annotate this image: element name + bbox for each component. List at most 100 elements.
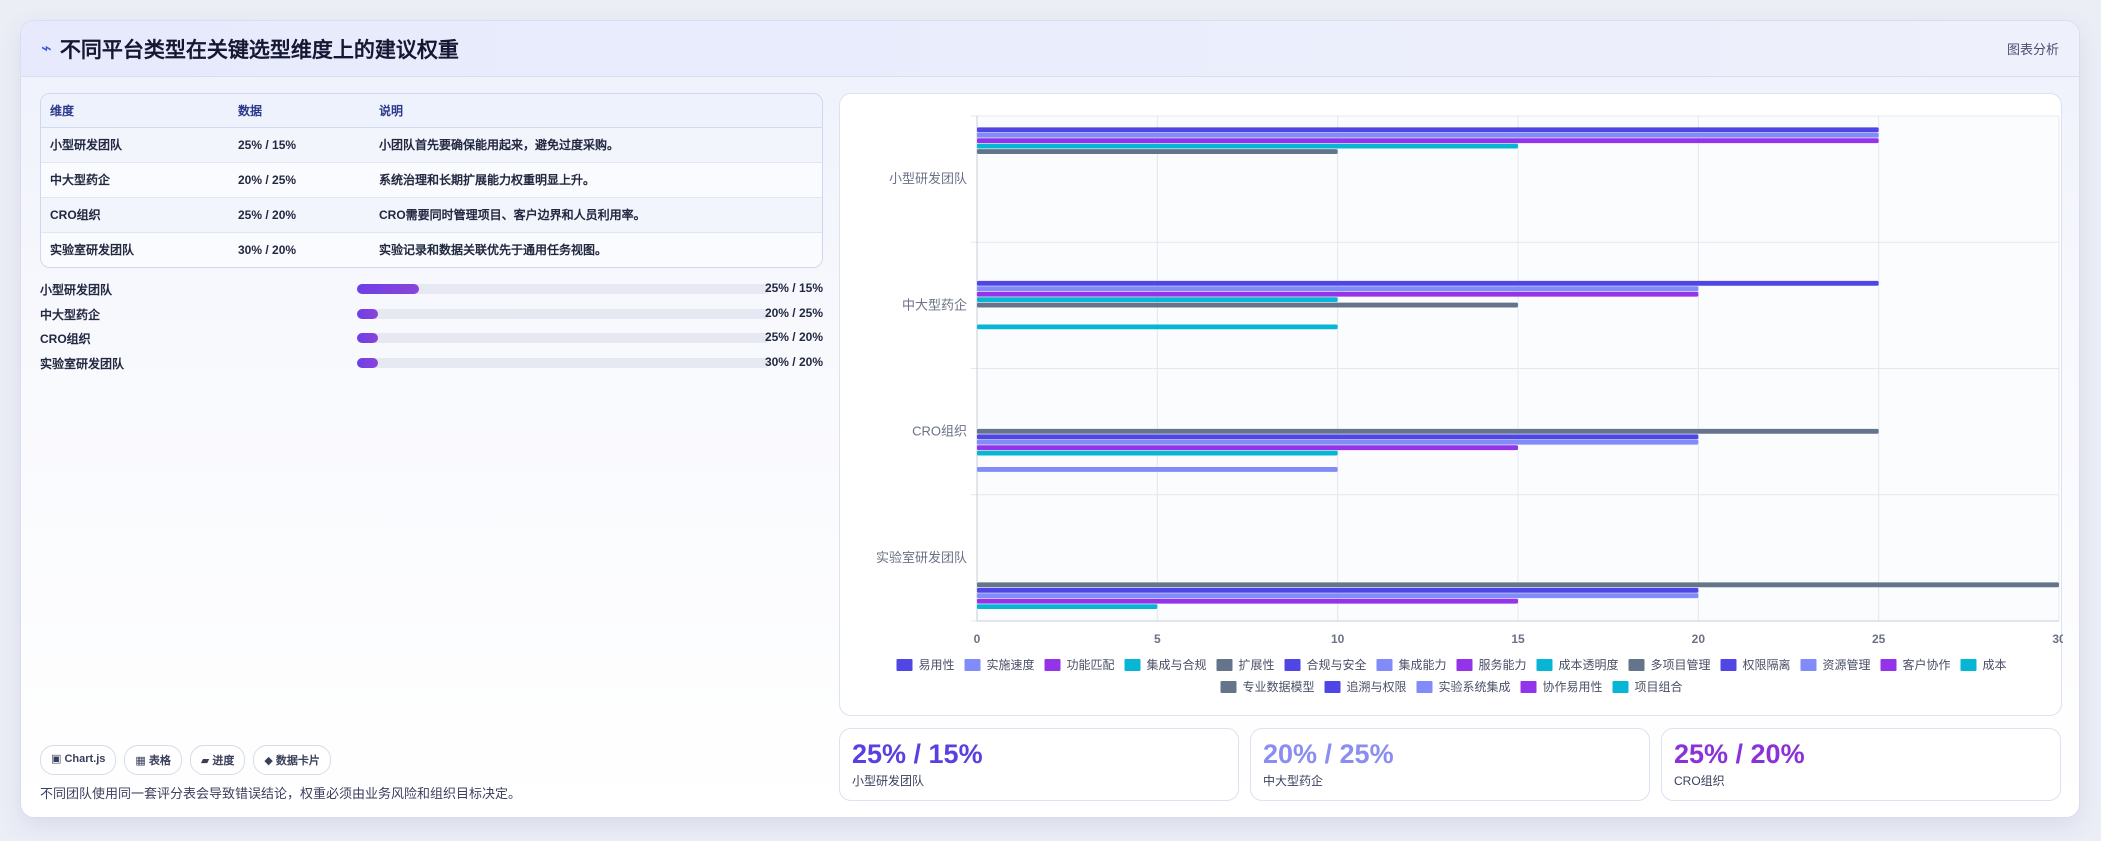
chart-analysis-link[interactable]: 图表分析 [2006,42,2059,57]
cell-name: 实验室研发团队 [41,232,229,267]
legend-label: 多项目管理 [1651,657,1711,672]
legend-label: 功能匹配 [1067,658,1115,672]
table-row: 小型研发团队 25% / 15% 小团队首先要确保能用起来，避免过度采购。 [41,127,822,163]
progress-label: 小型研发团队 [40,283,113,297]
legend-swatch [1880,659,1897,671]
progress-track [357,284,770,294]
legend-swatch [1416,681,1433,693]
stat-card: 20% / 25% 中大型药企 [1250,728,1650,801]
stat-card: 25% / 15% 小型研发团队 [839,728,1239,801]
cell-data: 25% / 15% [229,127,370,163]
progress-row: CRO组织 25% / 20% [40,328,823,353]
tag-table[interactable]: ▦ 表格 [124,745,182,775]
legend-swatch [896,659,913,671]
bar [977,297,1338,303]
cell-desc: 小团队首先要确保能用起来，避免过度采购。 [370,127,822,163]
x-tick-label: 10 [1331,632,1345,646]
progress-label: CRO组织 [40,332,91,346]
bar [977,291,1699,297]
stat-label: CRO组织 [1674,774,1725,788]
legend-label: 实验系统集成 [1439,679,1511,694]
legend-label: 权限隔离 [1743,657,1791,672]
cell-desc: CRO需要同时管理项目、客户边界和人员利用率。 [370,197,822,233]
bar [977,434,1699,440]
progress-fill [357,308,378,319]
tag-progress[interactable]: ▰ 进度 [189,745,246,775]
y-category-label: 中大型药企 [902,297,967,312]
bolt-icon: ⌁ [41,38,52,58]
bar [977,286,1699,292]
legend-label: 实施速度 [987,657,1035,672]
bar [977,467,1338,472]
legend-swatch [1628,659,1645,671]
x-tick-label: 30 [2052,632,2063,646]
progress-list: 小型研发团队 25% / 15% 中大型药企 20% / 25% CRO组织 2… [40,279,823,377]
footnote: 不同团队使用同一套评分表会导致错误结论，权重必须由业务风险和组织目标决定。 [40,786,522,801]
legend-label: 项目组合 [1635,679,1683,694]
bar [977,143,1518,149]
table-row: 实验室研发团队 30% / 20% 实验记录和数据关联优先于通用任务视图。 [41,232,822,267]
legend-swatch [964,659,981,671]
progress-track [357,308,770,319]
stat-value: 20% / 25% [1263,739,1394,769]
legend-label: 追溯与权限 [1347,679,1407,694]
bar [977,280,1879,286]
y-category-label: 实验室研发团队 [876,550,967,565]
x-tick-label: 15 [1511,632,1525,646]
legend-swatch [1612,681,1629,693]
cell-desc: 系统治理和长期扩展能力权重明显上升。 [370,162,822,198]
bar [977,127,1879,133]
legend-label: 成本透明度 [1559,657,1619,672]
stat-card: 25% / 20% CRO组织 [1661,728,2061,801]
tag-chartjs[interactable]: ▣ Chart.js [40,745,117,775]
legend-label: 集成与合规 [1147,657,1207,672]
bar [977,428,1879,434]
dashboard-frame: ⌁ 不同平台类型在关键选型维度上的建议权重 图表分析 维度 数据 说明 小型研发… [20,20,2080,818]
progress-track [357,333,770,343]
legend-label: 成本 [1983,658,2007,672]
stat-label: 中大型药企 [1263,774,1324,788]
legend-label: 客户协作 [1903,657,1951,672]
cell-name: 小型研发团队 [41,127,229,163]
progress-row: 小型研发团队 25% / 15% [40,279,823,304]
tag-data-card[interactable]: ◆ 数据卡片 [253,745,331,775]
x-tick-label: 0 [974,632,981,646]
legend-label: 易用性 [919,658,955,672]
stat-value: 25% / 15% [852,739,983,769]
stat-value: 25% / 20% [1674,739,1805,769]
bar [977,587,1699,593]
cell-data: 30% / 20% [229,232,370,267]
col-header-data: 数据 [229,94,370,128]
page-title: 不同平台类型在关键选型维度上的建议权重 [59,38,459,62]
cell-data: 25% / 20% [229,197,370,233]
bar [977,149,1338,155]
legend-swatch [1124,659,1141,671]
legend-swatch [1520,681,1537,693]
cell-name: 中大型药企 [41,162,229,198]
progress-row: 中大型药企 20% / 25% [40,304,823,329]
bar [977,324,1338,330]
bar [977,582,2059,588]
legend-swatch [1800,659,1817,671]
header: ⌁ 不同平台类型在关键选型维度上的建议权重 图表分析 [21,21,2079,77]
progress-value: 25% / 15% [764,281,823,295]
legend-label: 集成能力 [1399,657,1447,672]
tag-list: ▣ Chart.js ▦ 表格 ▰ 进度 ◆ 数据卡片 [40,745,331,775]
legend-swatch [1456,659,1473,671]
progress-value: 25% / 20% [764,330,823,344]
bar [977,302,1518,308]
bar [977,450,1338,456]
bar [977,593,1699,599]
table-row: 中大型药企 20% / 25% 系统治理和长期扩展能力权重明显上升。 [41,162,822,198]
legend-label: 资源管理 [1823,657,1871,672]
bar [977,132,1879,138]
legend-swatch [1216,659,1233,671]
legend-label: 服务能力 [1479,657,1527,672]
progress-fill [357,333,378,343]
col-header-description: 说明 [370,94,822,128]
legend-swatch [1324,681,1341,693]
legend-swatch [1376,659,1393,671]
cell-desc: 实验记录和数据关联优先于通用任务视图。 [370,232,822,267]
